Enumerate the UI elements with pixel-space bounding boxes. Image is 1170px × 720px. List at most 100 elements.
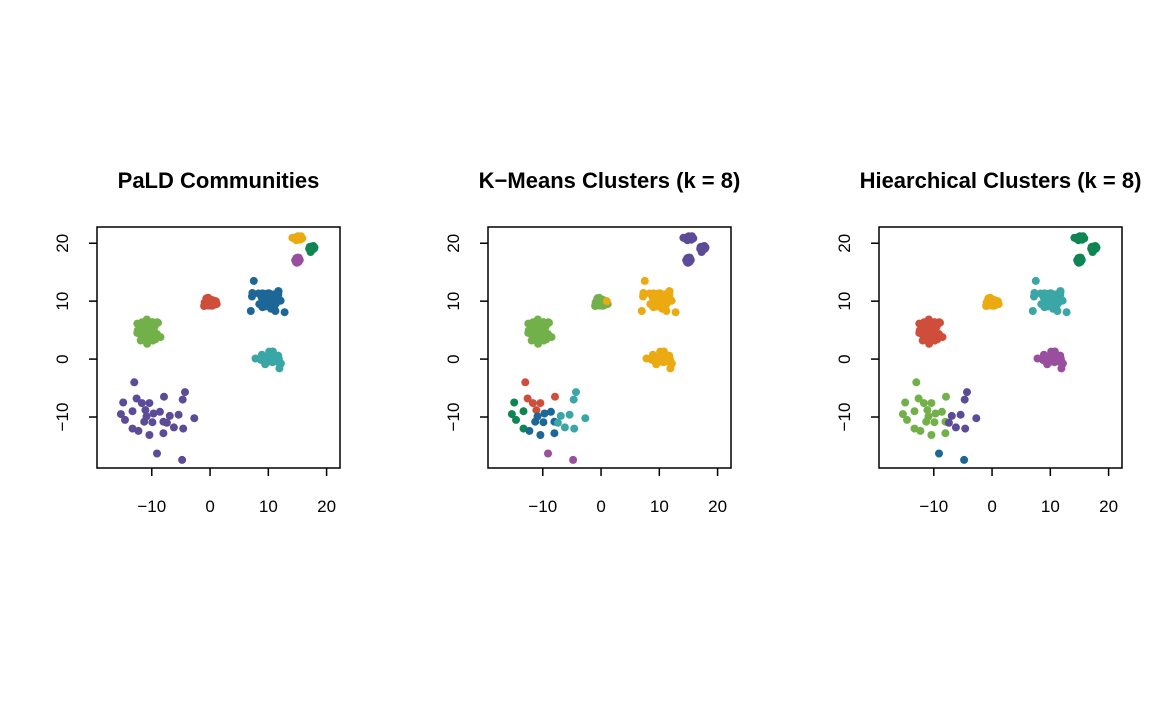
data-point <box>274 351 283 360</box>
data-point <box>903 415 911 424</box>
data-point <box>671 308 680 317</box>
data-point <box>544 449 552 458</box>
data-point <box>145 431 154 439</box>
data-point <box>162 418 171 427</box>
data-point <box>144 334 153 342</box>
y-tick-label: 20 <box>444 234 463 253</box>
data-point <box>130 378 139 387</box>
y-tick-label: 0 <box>444 354 463 363</box>
data-point <box>116 410 125 419</box>
data-point <box>901 398 910 407</box>
y-tick-label: −10 <box>53 403 72 432</box>
data-point <box>544 318 553 327</box>
data-point <box>296 233 305 242</box>
data-point <box>540 409 549 418</box>
data-point <box>935 318 944 327</box>
data-point <box>595 298 604 306</box>
data-point <box>951 423 960 432</box>
data-point <box>581 414 590 423</box>
data-point <box>696 243 705 252</box>
panel-title: K−Means Clusters (k = 8) <box>479 168 741 193</box>
data-point <box>137 399 146 408</box>
data-point <box>937 407 946 416</box>
data-point <box>916 426 925 435</box>
data-point <box>249 276 258 285</box>
data-point <box>922 321 931 330</box>
data-point <box>294 257 303 266</box>
data-point <box>169 423 178 432</box>
panel-pald: PaLD Communities −10 0 10 20 −10 0 10 20 <box>53 168 341 516</box>
data-point <box>211 297 220 306</box>
data-point <box>1056 351 1065 360</box>
data-point <box>914 394 923 403</box>
data-point <box>547 333 556 342</box>
data-point <box>927 431 936 439</box>
data-point <box>550 429 559 438</box>
data-point <box>924 412 933 421</box>
data-point <box>1057 364 1066 373</box>
data-point <box>553 418 562 427</box>
data-point <box>938 333 947 342</box>
data-point <box>204 298 213 306</box>
data-point <box>160 392 168 401</box>
y-tick-label: 0 <box>835 354 854 363</box>
x-tick-label: 20 <box>1099 497 1118 516</box>
data-point <box>133 319 142 328</box>
data-point <box>685 257 694 266</box>
data-point <box>512 415 520 424</box>
data-point <box>525 426 534 435</box>
data-point <box>179 424 188 433</box>
data-point <box>148 324 157 333</box>
data-point <box>666 364 675 373</box>
data-point <box>128 407 137 416</box>
panel-km: K−Means Clusters (k = 8) −10 0 10 20 −10 0 10 20 <box>444 168 740 516</box>
data-point <box>159 429 168 438</box>
data-point <box>539 324 548 333</box>
y-tick-label: 10 <box>53 292 72 311</box>
data-point <box>930 418 939 427</box>
data-point <box>639 292 647 301</box>
x-tick-label: 0 <box>596 497 605 516</box>
data-point <box>521 378 530 387</box>
data-point <box>536 399 545 408</box>
data-point <box>912 378 921 387</box>
panel-title: PaLD Communities <box>118 168 320 193</box>
data-point <box>190 414 199 423</box>
data-point <box>274 287 283 296</box>
data-point <box>648 293 657 302</box>
data-point <box>275 364 284 373</box>
data-point <box>986 298 995 306</box>
data-point <box>533 412 542 421</box>
data-point <box>935 449 943 458</box>
data-point <box>941 429 950 438</box>
data-point <box>1087 243 1096 252</box>
data-point <box>280 308 289 317</box>
data-point <box>507 410 516 419</box>
data-point <box>257 293 266 302</box>
points <box>116 232 319 464</box>
data-point <box>923 406 932 415</box>
data-point <box>178 455 187 464</box>
data-point <box>926 334 935 342</box>
data-point <box>148 418 157 427</box>
data-point <box>536 431 545 439</box>
x-tick-label: 20 <box>708 497 727 516</box>
data-point <box>142 412 151 421</box>
data-point <box>519 407 528 416</box>
data-point <box>1053 307 1062 315</box>
data-point <box>961 424 970 433</box>
data-point <box>665 351 674 360</box>
x-tick-label: 10 <box>259 497 278 516</box>
y-tick-label: 0 <box>53 354 72 363</box>
data-point <box>119 398 128 407</box>
data-point <box>956 410 965 419</box>
data-point <box>910 407 919 416</box>
data-point <box>1078 233 1087 242</box>
data-point <box>132 394 141 403</box>
data-point <box>178 395 187 404</box>
data-point <box>919 399 928 408</box>
data-point <box>665 287 674 296</box>
plot-frame <box>878 226 1123 469</box>
data-point <box>1056 287 1065 296</box>
data-point <box>546 407 555 416</box>
